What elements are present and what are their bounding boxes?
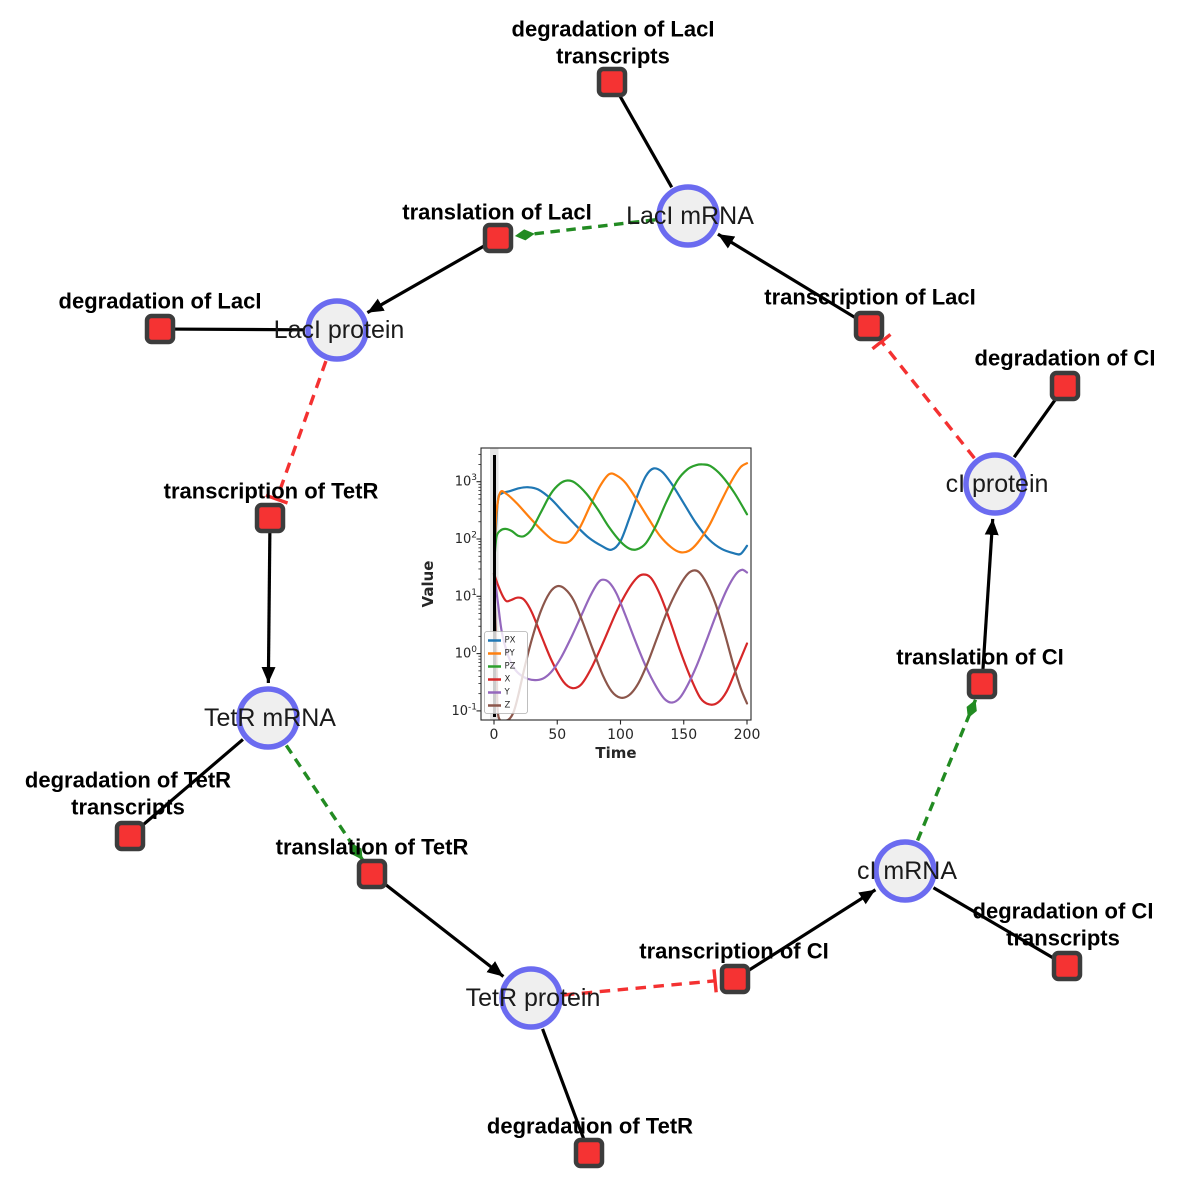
reaction-label-transcription-of-ci: transcription of CI: [639, 939, 828, 964]
reaction-node-transcription-of-tetr[interactable]: [254, 502, 286, 534]
species-node-ci-mrna[interactable]: [873, 839, 937, 903]
legend-label-X: X: [505, 675, 511, 685]
edge-inhibition-ci-protein-to-transcription-of-laci: [871, 333, 976, 460]
species-label-ci-mrna: cI mRNA: [857, 857, 957, 885]
edge-inhibition-tetr-protein-to-transcription-of-ci: [563, 969, 718, 997]
reaction-label-transcription-of-tetr: transcription of TetR: [164, 479, 379, 504]
edge-consumption-laci-protein-to-degradation-of-laci: [167, 327, 305, 332]
chart-x-tick-label: 100: [607, 727, 634, 743]
legend-label-PZ: PZ: [505, 662, 516, 672]
reaction-label-translation-of-tetr: translation of TetR: [276, 835, 469, 860]
reaction-node-degradation-of-ci-transcripts[interactable]: [1051, 950, 1083, 982]
reaction-label-transcription-of-laci: transcription of LacI: [764, 285, 975, 310]
legend-label-Y: Y: [504, 688, 511, 698]
chart-figure-bg: [425, 433, 777, 767]
reaction-label-degradation-of-laci-transcripts: transcripts: [556, 44, 670, 69]
labels-layer: LacI mRNA LacI protein TetR mRNA TetR prote…: [25, 17, 1156, 1139]
edge-consumption-ci-protein-to-degradation-of-ci: [1012, 391, 1062, 459]
edge-modifier-laci-mrna-to-translation-of-laci: [514, 218, 656, 241]
reaction-label-degradation-of-laci: degradation of LacI: [59, 289, 262, 314]
reaction-node-degradation-of-ci[interactable]: [1049, 370, 1081, 402]
species-node-ci-protein[interactable]: [963, 452, 1027, 516]
edge-consumption-tetr-protein-to-degradation-of-tetr: [541, 1028, 588, 1147]
chart-spines: [480, 447, 752, 721]
species-node-laci-protein[interactable]: [305, 298, 369, 362]
legend-label-Z: Z: [505, 701, 511, 711]
edge-modifier-tetr-mrna-to-translation-of-tetr: [284, 744, 364, 861]
reaction-label-translation-of-ci: translation of CI: [896, 645, 1063, 670]
chart-y-tick-label: 102: [455, 531, 477, 548]
edge-production-translation-of-ci-to-ci-protein: [981, 518, 999, 675]
edge-production-transcription-of-laci-to-laci-mrna: [717, 232, 862, 323]
chart-legend: PX PY PZ XYZ: [484, 631, 528, 714]
reaction-label-degradation-of-ci: degradation of CI: [975, 346, 1156, 371]
edge-production-translation-of-tetr-to-tetr-protein: [378, 878, 505, 978]
chart-series-X: [492, 572, 749, 706]
reaction-node-translation-of-laci[interactable]: [482, 222, 514, 254]
edge-consumption-laci-mrna-to-degradation-of-laci-transcripts: [614, 88, 674, 189]
chart-ylabel: Value: [419, 561, 437, 608]
edge-inhibition-laci-protein-to-transcription-of-tetr: [265, 360, 328, 505]
reaction-label-degradation-of-tetr-transcripts: transcripts: [71, 795, 185, 820]
reaction-node-transcription-of-laci[interactable]: [853, 310, 885, 342]
reaction-label-degradation-of-ci-transcripts: transcripts: [1006, 926, 1120, 951]
species-label-tetr-protein: TetR protein: [466, 984, 601, 1012]
chart-y-tick-label: 101: [455, 588, 477, 605]
edge-consumption-tetr-mrna-to-degradation-of-tetr-transcripts: [135, 738, 244, 833]
reaction-node-degradation-of-laci[interactable]: [144, 313, 176, 345]
reaction-node-translation-of-tetr[interactable]: [356, 858, 388, 890]
edge-modifier-ci-mrna-to-translation-of-ci: [915, 699, 978, 842]
species-label-laci-mrna: LacI mRNA: [626, 202, 754, 230]
chart-y-tick-label: 103: [455, 473, 477, 490]
reaction-label-degradation-of-tetr: degradation of TetR: [487, 1114, 693, 1139]
edge-production-translation-of-laci-to-laci-protein: [366, 241, 491, 315]
reaction-node-translation-of-ci[interactable]: [966, 668, 998, 700]
reaction-node-transcription-of-ci[interactable]: [719, 963, 751, 995]
chart-y-tick-label: 10-1: [451, 702, 477, 719]
chart-y-tick-label: 100: [455, 645, 478, 662]
chart-x-tick-label: 50: [548, 727, 566, 743]
reaction-label-degradation-of-tetr-transcripts: degradation of TetR: [25, 768, 231, 793]
chart-x-tick-label: 200: [734, 727, 761, 743]
species-node-tetr-protein[interactable]: [499, 966, 563, 1030]
chart-series-PY: [493, 462, 749, 554]
chart-x-tick-label: 0: [490, 727, 499, 743]
reaction-label-degradation-of-laci-transcripts: degradation of LacI: [512, 17, 715, 42]
reaction-node-degradation-of-tetr[interactable]: [573, 1137, 605, 1169]
species-label-ci-protein: cI protein: [946, 470, 1049, 498]
nodes-layer: [114, 66, 1083, 1169]
species-label-laci-protein: LacI protein: [274, 316, 405, 344]
chart: 0 50 100 150 20010-1100101102103TimeValuePXP…: [419, 433, 777, 767]
legend-label-PY: PY: [505, 649, 516, 659]
reaction-node-degradation-of-laci-transcripts[interactable]: [596, 66, 628, 98]
edge-consumption-ci-mrna-to-degradation-of-ci-transcripts: [932, 886, 1061, 964]
edge-production-transcription-of-tetr-to-tetr-mrna: [261, 527, 276, 684]
reaction-label-degradation-of-ci-transcripts: degradation of CI: [973, 899, 1154, 924]
species-node-laci-mrna[interactable]: [656, 184, 720, 248]
chart-series-PZ: [493, 463, 749, 558]
edges-layer: [135, 88, 1062, 1147]
edge-production-transcription-of-ci-to-ci-mrna: [742, 888, 877, 975]
reaction-node-degradation-of-tetr-transcripts[interactable]: [114, 820, 146, 852]
legend-label-PX: PX: [505, 636, 516, 646]
reaction-label-translation-of-laci: translation of LacI: [402, 200, 591, 225]
chart-x-tick-label: 150: [670, 727, 697, 743]
species-node-tetr-mrna[interactable]: [236, 686, 300, 750]
species-label-tetr-mrna: TetR mRNA: [204, 704, 336, 732]
chart-xlabel: Time: [595, 744, 636, 762]
